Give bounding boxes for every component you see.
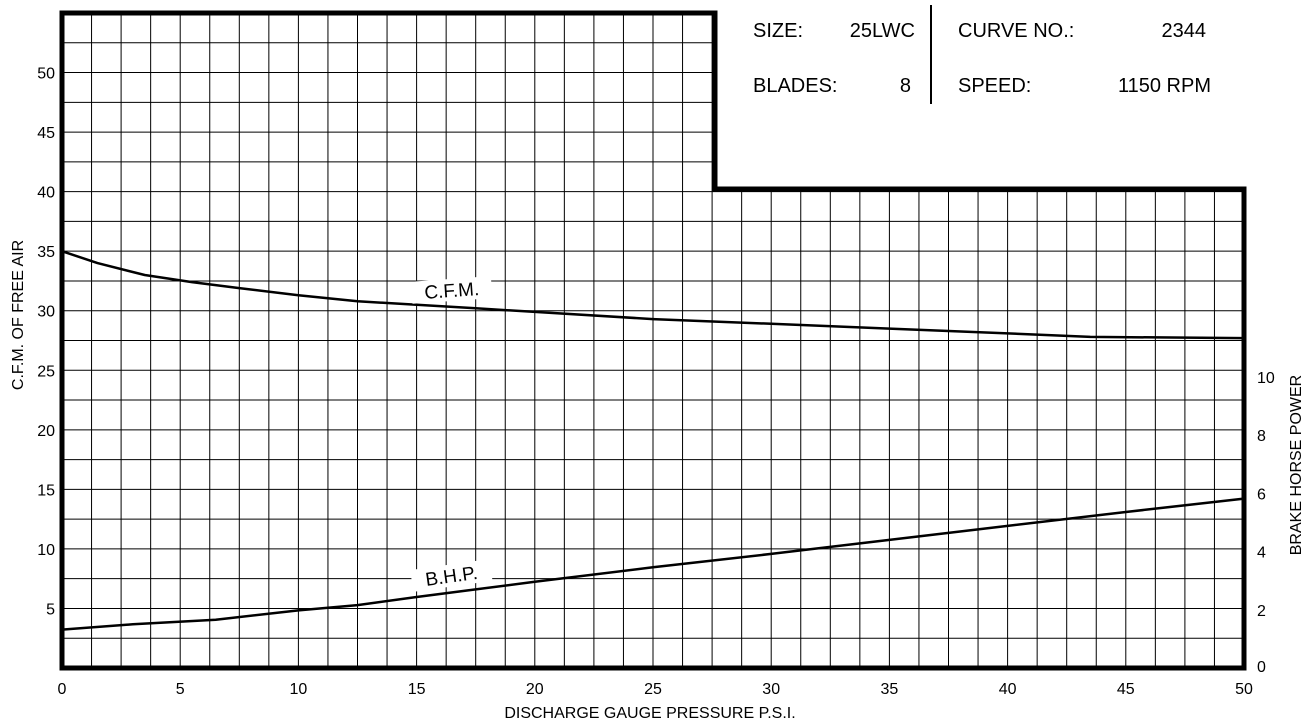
speed-value: 1150 RPM [1118,75,1211,97]
y-tick-label: 30 [37,304,55,321]
y2-tick-label: 4 [1257,545,1266,562]
y-axis-title: C.F.M. OF FREE AIR [10,240,27,390]
x-tick-label: 20 [526,681,544,698]
curve-label-backing [410,559,493,592]
x-tick-label: 5 [176,681,185,698]
curve-no-label: CURVE NO.: [958,20,1074,42]
y-tick-label: 15 [37,482,55,499]
size-value: 25LWC [850,20,915,42]
x-tick-label: 45 [1117,681,1135,698]
x-tick-label: 0 [58,681,67,698]
y-tick-label: 50 [37,66,55,83]
curve-no-value: 2344 [1162,20,1207,42]
blades-label: BLADES: [753,75,837,97]
curves: C.F.M.B.H.P. [61,250,1245,631]
y2-tick-label: 8 [1257,428,1266,445]
curve-label-cfm: C.F.M. [411,276,493,304]
y2-tick-label: 10 [1257,370,1275,387]
grid [62,13,1244,668]
x-tick-label: 15 [408,681,426,698]
x-tick-label: 10 [290,681,308,698]
series-line-cfm [61,250,1245,340]
curve-label-text-cfm: C.F.M. [424,279,480,304]
x-tick-label: 50 [1235,681,1253,698]
x-tick-label: 25 [644,681,662,698]
size-label: SIZE: [753,20,803,42]
y-tick-label: 10 [37,542,55,559]
speed-label: SPEED: [958,75,1031,97]
y-tick-label: 35 [37,244,55,261]
y-tick-label: 25 [37,363,55,380]
y-tick-label: 40 [37,185,55,202]
x-axis-title: DISCHARGE GAUGE PRESSURE P.S.I. [504,705,795,721]
x-tick-label: 30 [762,681,780,698]
blades-value: 8 [900,75,911,97]
curve-label-backing [411,276,493,304]
tick-labels: 0 5 10 15 20 25 30 35 40 45 5051015202530354045500… [37,66,1275,698]
plot-border [59,10,1247,671]
x-tick-label: 35 [881,681,899,698]
y2-tick-label: 6 [1257,486,1266,503]
x-tick-label: 40 [999,681,1017,698]
y-tick-label: 5 [46,601,55,618]
y-tick-label: 20 [37,423,55,440]
y-tick-label: 45 [37,125,55,142]
y2-tick-label: 2 [1257,603,1266,620]
y2-tick-label: 0 [1257,659,1266,676]
series-line-bhp [61,497,1245,631]
y2-axis-title: BRAKE HORSE POWER [1288,375,1305,555]
chart-frame [59,10,1247,671]
